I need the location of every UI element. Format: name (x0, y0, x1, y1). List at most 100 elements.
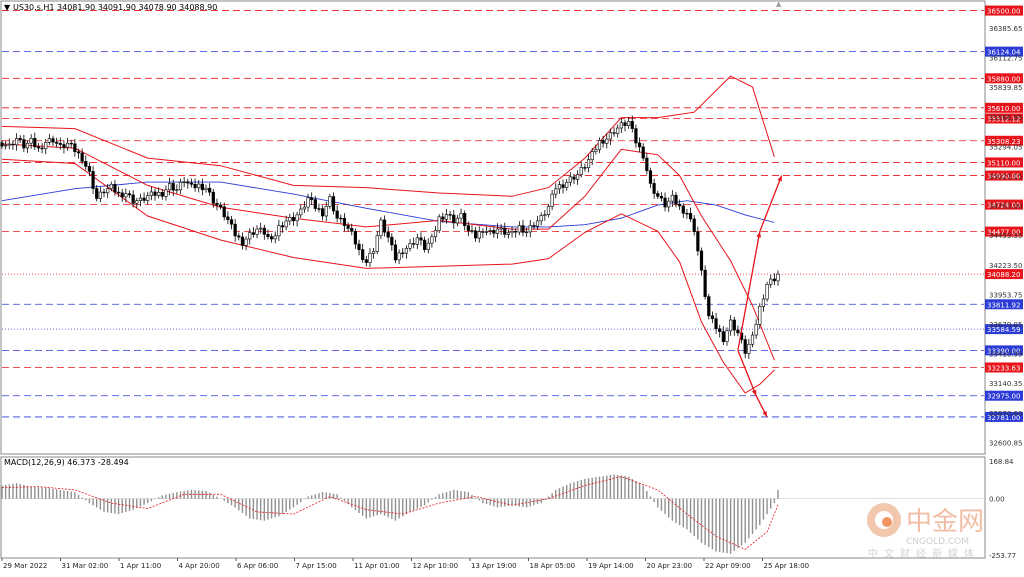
candle-body (393, 244, 398, 261)
y-tick-label: 34493.35 (989, 232, 1022, 240)
candle-body (696, 231, 700, 252)
y-tick-label: 35021.15 (989, 173, 1022, 181)
price-levels: 36500.00 36124.04 35880.00 35610.00 35512.12… (2, 5, 1023, 422)
candle-body (692, 218, 696, 233)
candle-body (776, 273, 780, 282)
candle-body (215, 203, 219, 206)
candle-body (565, 181, 569, 188)
candle-body (266, 234, 270, 237)
x-tick-label: 29 Mar 2022 (3, 562, 47, 570)
candle-body (280, 225, 285, 228)
candle-body (455, 217, 459, 224)
candle-body (346, 225, 350, 229)
candle-body (364, 259, 368, 263)
level-label-box (985, 73, 1023, 84)
level-label-box (985, 226, 1023, 237)
candle-body (146, 195, 150, 201)
candle-body (466, 225, 470, 231)
level-label-box (985, 113, 1023, 124)
x-tick-label: 4 Apr 20:00 (179, 562, 220, 570)
candle-body (262, 227, 266, 235)
candle-body (69, 142, 73, 145)
candle-body (189, 182, 194, 185)
candle-body (342, 217, 347, 226)
candle-body (656, 193, 660, 197)
level-label: 35610.00 (987, 105, 1020, 113)
level-label: 34477.00 (987, 229, 1020, 237)
candle-body (663, 197, 667, 208)
dropdown-arrow-icon[interactable]: ▼ (4, 3, 11, 12)
candle-body (459, 213, 463, 219)
candle-body (550, 193, 554, 207)
candle-body (273, 235, 277, 240)
candle-body (251, 232, 255, 235)
candle-body (616, 127, 620, 134)
level-label-box (985, 299, 1023, 310)
level-label-box (985, 324, 1023, 335)
candle-body (484, 231, 489, 233)
candle-body (652, 183, 656, 194)
candle-body (765, 284, 769, 300)
projection-arrowhead (751, 389, 757, 396)
candle-body (313, 199, 317, 209)
candle-body (226, 216, 230, 220)
candle-body (583, 167, 587, 169)
bollinger-upper (1, 75, 775, 197)
candle-body (11, 143, 15, 146)
level-label-box (985, 390, 1023, 401)
candle-body (284, 220, 288, 228)
macd-header: MACD(12,26,9) 46.373 -28.494 (4, 458, 129, 467)
candle-body (521, 225, 525, 233)
candle-body (703, 269, 707, 297)
candle-body (291, 216, 296, 222)
candle-body (127, 193, 132, 196)
candle-body (240, 236, 245, 246)
level-label: 35110.00 (987, 159, 1020, 167)
candle-body (244, 238, 248, 246)
candle-body (302, 206, 306, 210)
candle-body (761, 298, 766, 307)
candle-body (557, 184, 562, 190)
level-label-box (985, 5, 1023, 16)
candle-body (597, 140, 602, 150)
level-label: 36500.00 (987, 8, 1020, 16)
candle-body (477, 231, 481, 239)
candle-body (769, 278, 773, 285)
macd-y-tick-label: 168.84 (989, 458, 1014, 466)
watermark-tagline: 中文财经新媒体 (868, 547, 980, 560)
candle-body (758, 306, 762, 325)
candle-body (186, 181, 190, 184)
level-label: 33390.00 (987, 347, 1020, 355)
level-label: 34088.20 (987, 271, 1020, 279)
level-label-box (985, 170, 1023, 181)
candle-body (233, 223, 237, 237)
candle-body (237, 235, 241, 238)
candle-body (106, 188, 110, 194)
candle-body (229, 219, 234, 225)
candle-body (499, 227, 503, 230)
candle-body (375, 235, 379, 252)
candle-body (623, 122, 627, 126)
candle-body (171, 183, 175, 191)
level-label: 33811.92 (987, 301, 1020, 309)
candle-body (116, 191, 121, 194)
candle-body (510, 230, 514, 234)
candle-body (382, 219, 387, 233)
level-label-box (985, 157, 1023, 168)
level-label-box (985, 362, 1023, 373)
candle-body (688, 213, 693, 220)
candle-body (178, 181, 183, 191)
candle-body (608, 132, 613, 140)
candle-body (317, 208, 321, 210)
candle-body (707, 296, 711, 317)
candle-body (710, 315, 715, 319)
level-label: 34990.00 (987, 173, 1020, 181)
scroll-marker-icon[interactable]: ▲ (776, 0, 782, 8)
candle-body (36, 146, 41, 149)
candle-body (25, 142, 30, 149)
x-tick-label: 11 Apr 01:00 (354, 562, 400, 570)
projection-arrowhead (762, 410, 768, 417)
x-tick-label: 12 Apr 10:00 (413, 562, 459, 570)
candle-body (62, 144, 66, 148)
cngold-watermark: 中金网 CNGOLD.COM 中文财经新媒体 (867, 503, 984, 560)
